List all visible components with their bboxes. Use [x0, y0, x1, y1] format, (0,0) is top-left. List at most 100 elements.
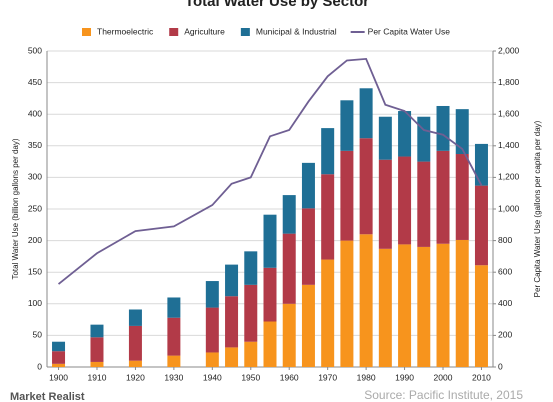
bar-segment	[282, 233, 296, 304]
bar-segment	[474, 185, 488, 266]
y2-tick-label: 0	[498, 361, 503, 371]
legend-label: Municipal & Industrial	[256, 26, 337, 36]
y2-tick-label: 1,800	[498, 77, 520, 87]
bar-segment	[378, 116, 392, 160]
bar-segment	[282, 195, 296, 234]
bar-segment	[340, 100, 354, 151]
x-tick-label: 1990	[395, 372, 414, 382]
legend-label: Per Capita Water Use	[368, 26, 451, 36]
bar-segment	[359, 234, 373, 367]
bar-segment	[244, 251, 258, 285]
bar-segment	[263, 321, 277, 367]
bar-segment	[128, 325, 142, 361]
bar-segment	[52, 341, 66, 352]
x-tick-label: 1900	[49, 372, 68, 382]
x-tick-label: 1960	[280, 372, 299, 382]
bar-segment	[436, 243, 450, 367]
y2-axis-label: Per Capita Water Use (gallons per capita…	[533, 120, 542, 297]
x-tick-label: 1940	[203, 372, 222, 382]
source: Source: Pacific Institute, 2015	[364, 388, 523, 402]
bar-segment	[128, 360, 142, 367]
bar-segment	[301, 284, 315, 367]
y-tick-label: 500	[28, 45, 42, 55]
bar-segment	[474, 143, 488, 186]
bar-segment	[398, 156, 412, 245]
legend-label: Thermoelectric	[97, 26, 154, 36]
y-tick-label: 50	[33, 330, 43, 340]
y-tick-label: 150	[28, 266, 42, 276]
y-tick-label: 450	[28, 77, 42, 87]
x-tick-label: 1970	[318, 372, 337, 382]
legend-swatch	[240, 28, 250, 36]
x-tick-label: 1950	[241, 372, 260, 382]
bar-segment	[205, 307, 219, 353]
y-tick-label: 400	[28, 108, 42, 118]
y-tick-label: 100	[28, 298, 42, 308]
bar-segment	[90, 324, 104, 338]
y2-tick-label: 2,000	[498, 45, 520, 55]
y-tick-label: 200	[28, 235, 42, 245]
bar-segment	[359, 88, 373, 139]
bar-segment	[263, 214, 277, 268]
bar-segment	[340, 240, 354, 367]
line	[57, 57, 483, 285]
y2-tick-label: 600	[498, 266, 512, 276]
bar-segment	[436, 105, 450, 151]
y-tick-label: 0	[37, 361, 42, 371]
y2-tick-label: 1,200	[498, 172, 520, 182]
bar-segment	[52, 351, 66, 364]
bar-segment	[417, 161, 431, 247]
bar-segment	[167, 355, 181, 367]
bar-segment	[225, 347, 239, 367]
y-tick-label: 350	[28, 140, 42, 150]
y2-tick-label: 1,400	[498, 140, 520, 150]
bar-segment	[321, 174, 335, 260]
bar-segment	[417, 116, 431, 162]
y-tick-label: 300	[28, 172, 42, 182]
bar-segment	[474, 265, 488, 367]
bar-segment	[167, 297, 181, 318]
legend-swatch	[82, 28, 91, 36]
bar-segment	[417, 246, 431, 367]
bar-segment	[398, 244, 412, 367]
bar-segment	[340, 150, 354, 241]
bar-segment	[244, 284, 258, 342]
bar-segment	[205, 281, 219, 308]
bar-segment	[225, 296, 239, 348]
y2-tick-label: 200	[498, 330, 512, 340]
bar-segment	[128, 309, 142, 326]
bar-segment	[244, 341, 258, 367]
bar-segment	[321, 128, 335, 175]
x-tick-label: 2010	[472, 372, 491, 382]
y2-tick-label: 800	[498, 235, 512, 245]
x-tick-label: 1930	[164, 372, 183, 382]
x-tick-label: 2000	[434, 372, 453, 382]
y-tick-label: 250	[28, 203, 42, 213]
legend-swatch	[169, 28, 179, 36]
bar-segment	[301, 162, 315, 209]
bar-segment	[263, 267, 277, 322]
bar-segment	[378, 248, 392, 367]
brand: Market Realist	[10, 391, 85, 402]
bar-segment	[90, 337, 104, 362]
bar-segment	[52, 363, 66, 367]
y2-tick-label: 1,600	[498, 108, 520, 118]
bar-segment	[225, 264, 239, 297]
x-tick-label: 1920	[126, 372, 145, 382]
y2-tick-label: 400	[498, 298, 512, 308]
legend-label: Agriculture	[184, 26, 225, 36]
bar-segment	[398, 111, 412, 157]
bar-segment	[378, 159, 392, 249]
bar-segment	[436, 150, 450, 244]
y-axis-label: Total Water Use (billion gallons per day…	[11, 138, 20, 279]
bar-segment	[455, 109, 469, 155]
bar-segment	[167, 317, 181, 356]
x-tick-label: 1910	[88, 372, 107, 382]
chart-title: Total Water Use by Sector	[185, 0, 369, 10]
bar-segment	[205, 352, 219, 367]
bar-segment	[321, 259, 335, 367]
bar-segment	[455, 239, 469, 367]
bar-segment	[301, 208, 315, 285]
bar-segment	[359, 138, 373, 235]
